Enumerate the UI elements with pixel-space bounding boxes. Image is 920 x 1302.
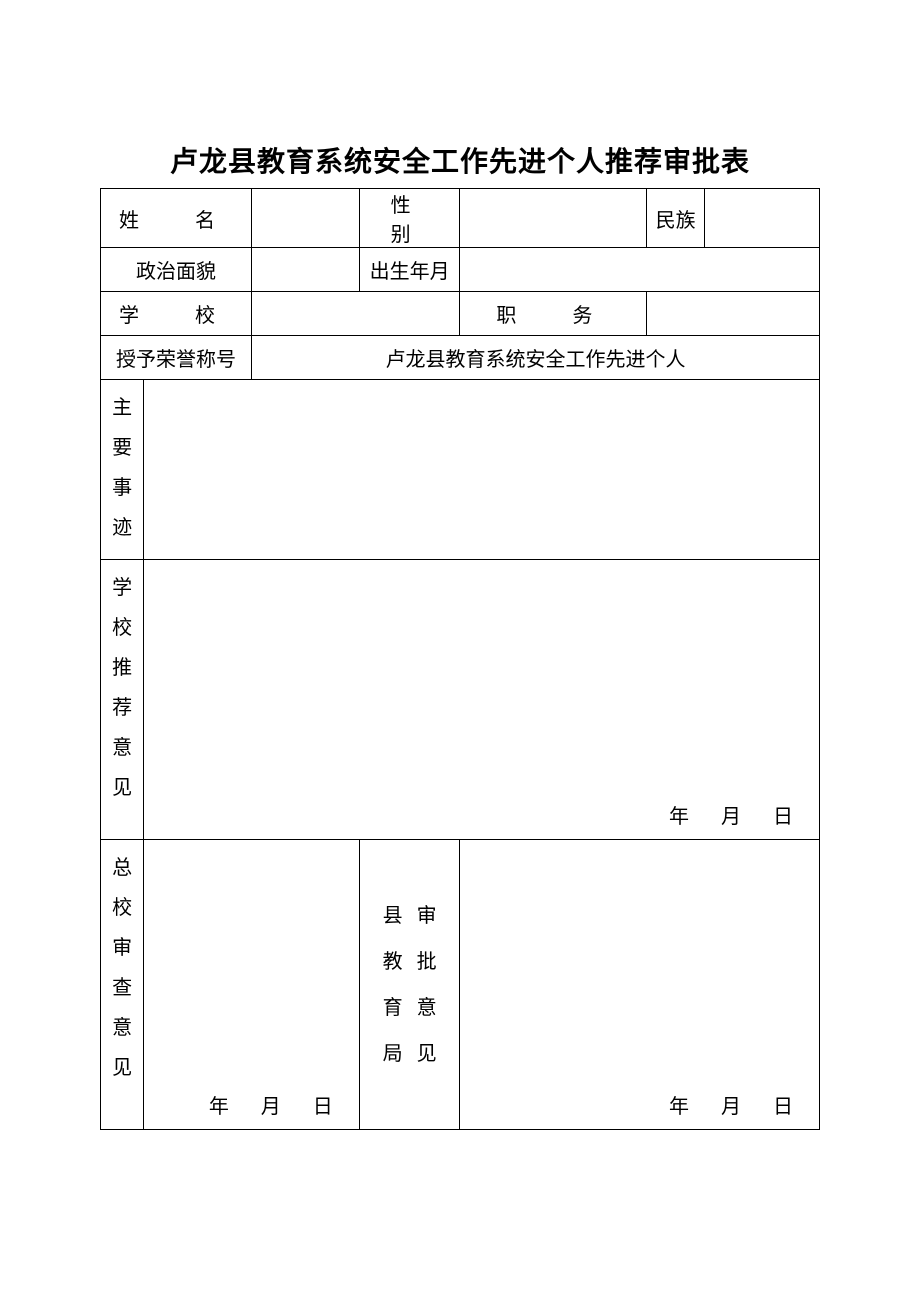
value-gender	[460, 189, 647, 248]
label-political: 政治面貌	[101, 248, 252, 292]
date-district-review: 年 月 日	[209, 1090, 339, 1119]
label-gender: 性 别	[359, 189, 460, 248]
value-name	[251, 189, 359, 248]
vertical-bureau-approval: 县 教 育 局 审 批 意 见	[360, 840, 460, 1129]
page-title: 卢龙县教育系统安全工作先进个人推荐审批表	[100, 140, 820, 180]
content-main-deeds	[144, 380, 820, 560]
label-honor-title: 授予荣誉称号	[101, 336, 252, 380]
label-school-opinion: 学 校 推 荐 意 见	[101, 560, 144, 840]
value-political	[251, 248, 359, 292]
label-birth: 出生年月	[359, 248, 460, 292]
label-name: 姓 名	[101, 189, 252, 248]
label-district-review: 总 校 审 查 意 见	[101, 840, 144, 1130]
label-position: 职 务	[460, 292, 647, 336]
value-ethnicity	[704, 189, 819, 248]
label-school: 学 校	[101, 292, 252, 336]
date-bureau-approval: 年 月 日	[669, 1090, 799, 1119]
date-school-opinion: 年 月 日	[669, 800, 799, 829]
vertical-district-review: 总 校 审 查 意 见	[101, 840, 143, 1096]
vertical-school-opinion: 学 校 推 荐 意 见	[101, 560, 143, 816]
content-district-review: 年 月 日	[144, 840, 360, 1130]
label-main-deeds: 主 要 事 迹	[101, 380, 144, 560]
value-birth	[460, 248, 820, 292]
label-bureau-approval: 县 教 育 局 审 批 意 见	[359, 840, 460, 1130]
label-ethnicity: 民族	[647, 189, 705, 248]
content-bureau-approval: 年 月 日	[460, 840, 820, 1130]
content-school-opinion: 年 月 日	[144, 560, 820, 840]
value-honor-title: 卢龙县教育系统安全工作先进个人	[251, 336, 819, 380]
value-school	[251, 292, 460, 336]
approval-form-table: 姓 名 性 别 民族 政治面貌 出生年月 学 校 职 务 授予荣誉称号 卢龙县教…	[100, 188, 820, 1130]
value-position	[647, 292, 820, 336]
vertical-main-deeds: 主 要 事 迹	[101, 380, 143, 556]
